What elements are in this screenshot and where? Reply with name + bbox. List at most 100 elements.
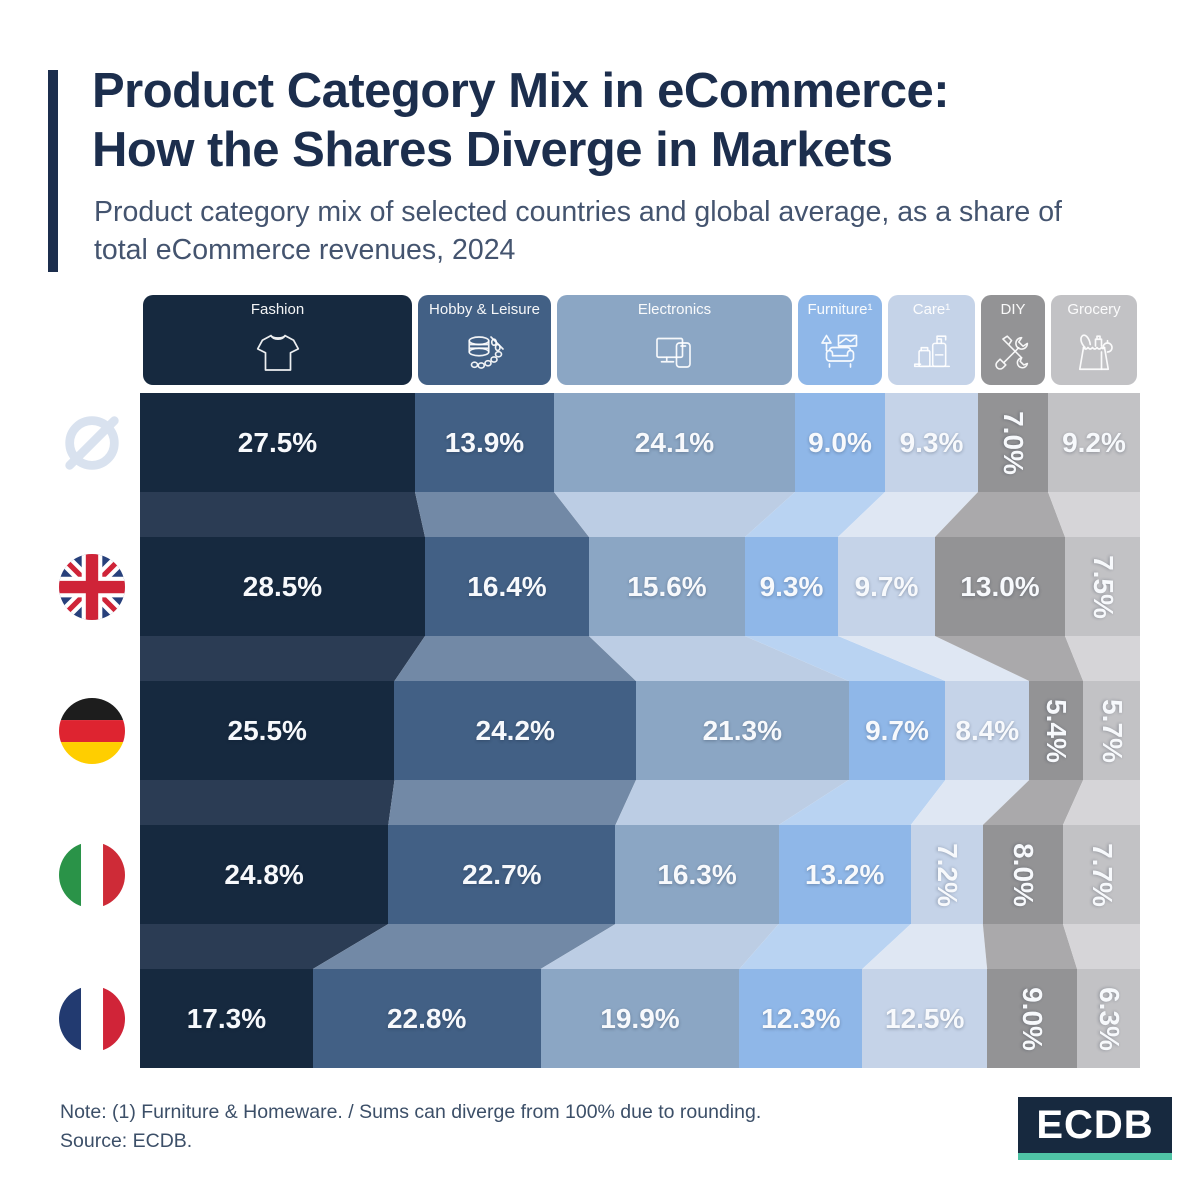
segment-global-average-fashion: 27.5% [140, 393, 415, 492]
flow-connector [394, 636, 637, 681]
footer-notes: Note: (1) Furniture & Homeware. / Sums c… [60, 1098, 960, 1157]
segment-global-average-care: 9.3% [885, 393, 978, 492]
flow-connector [739, 924, 911, 969]
column-header-label: Furniture¹ [807, 301, 873, 318]
column-header-furniture: Furniture¹ [798, 295, 882, 385]
flow-connector [415, 492, 589, 537]
segment-value-label: 24.1% [634, 426, 715, 458]
flow-connector [1048, 492, 1140, 537]
flow-connector [910, 780, 1030, 825]
france-flag-icon [59, 985, 125, 1052]
column-header-label: Fashion [250, 301, 305, 318]
segment-value-label: 9.2% [1062, 426, 1126, 458]
segment-germany-fashion: 25.5% [140, 681, 395, 780]
italy-flag-icon [59, 841, 125, 908]
segment-value-label: 13.0% [960, 570, 1040, 602]
column-header-care: Care¹ [888, 295, 975, 385]
segment-united-kingdom-electronics: 15.6% [589, 537, 745, 636]
column-header-grocery: Grocery [1051, 295, 1137, 385]
segment-value-label: 13.9% [444, 426, 525, 458]
page-title-line1: Product Category Mix in eCommerce: [92, 64, 950, 118]
segment-value-label: 12.5% [885, 1002, 965, 1034]
column-header-label: Electronics [637, 301, 712, 318]
flow-connector-band [140, 780, 1140, 825]
segment-value-label: 24.8% [224, 858, 304, 890]
segment-value-label: 7.7% [1086, 842, 1118, 907]
segment-france-hobby-leisure: 22.8% [312, 969, 541, 1068]
segment-global-average-grocery: 9.2% [1048, 393, 1140, 492]
page-title-line2: How the Shares Diverge in Markets [92, 122, 893, 177]
segment-value-label: 5.7% [1096, 698, 1128, 763]
segment-value-label: 9.3% [759, 570, 824, 602]
segment-global-average-electronics: 24.1% [554, 393, 795, 492]
segment-germany-electronics: 21.3% [636, 681, 849, 780]
segment-value-label: 9.3% [899, 426, 964, 458]
flow-connector [745, 492, 885, 537]
furniture-icon [815, 319, 865, 385]
category-header-row: Fashion Hobby & Leisure Electronics Furnitu… [140, 295, 1140, 385]
segment-value-label: 17.3% [186, 1002, 267, 1034]
segment-value-label: 7.0% [997, 410, 1029, 475]
segment-value-label: 6.3% [1093, 986, 1125, 1051]
flow-connector [935, 636, 1084, 681]
title-accent-bar [48, 70, 58, 272]
segment-italy-electronics: 16.3% [615, 825, 779, 924]
segment-value-label: 22.7% [462, 858, 542, 890]
page-subtitle: Product category mix of selected countri… [94, 196, 1062, 266]
flow-connector [589, 636, 849, 681]
flow-connector-band [140, 492, 1140, 537]
segment-value-label: 16.3% [657, 858, 737, 890]
segment-value-label: 9.0% [1017, 986, 1049, 1051]
flow-connector [862, 924, 988, 969]
segment-value-label: 25.5% [227, 714, 307, 746]
tshirt-icon [252, 319, 304, 385]
segment-germany-care: 8.4% [945, 681, 1030, 780]
flow-connector-band [140, 636, 1140, 681]
segment-italy-grocery: 7.7% [1062, 825, 1140, 924]
segment-france-furniture: 12.3% [739, 969, 863, 1068]
uk-flag-icon [59, 553, 125, 620]
segment-united-kingdom-care: 9.7% [838, 537, 935, 636]
segment-united-kingdom-grocery: 7.5% [1065, 537, 1140, 636]
segment-value-label: 15.6% [627, 570, 707, 602]
column-header-label: Hobby & Leisure [429, 301, 540, 318]
flow-connector [982, 780, 1084, 825]
segment-germany-hobby-leisure: 24.2% [394, 681, 636, 780]
segment-value-label: 8.0% [1007, 842, 1039, 907]
electronics-icon [650, 319, 700, 385]
column-header-label: Care¹ [912, 301, 951, 318]
flow-connector [140, 924, 389, 969]
flow-connector [312, 924, 616, 969]
segment-italy-diy: 8.0% [982, 825, 1063, 924]
germany-flag-icon [59, 697, 125, 764]
segment-france-grocery: 6.3% [1077, 969, 1140, 1068]
note-text: Note: (1) Furniture & Homeware. / Sums c… [60, 1101, 762, 1123]
segment-value-label: 9.0% [808, 426, 872, 458]
segment-value-label: 5.4% [1041, 698, 1073, 763]
flow-connector [935, 492, 1065, 537]
column-header-fashion: Fashion [143, 295, 412, 385]
average-symbol-icon [59, 410, 125, 476]
segment-value-label: 8.4% [955, 714, 1020, 746]
segment-germany-grocery: 5.7% [1083, 681, 1140, 780]
hobby-leisure-icon [460, 319, 510, 385]
segment-united-kingdom-diy: 13.0% [935, 537, 1065, 636]
flow-connector [615, 780, 849, 825]
column-header-hobby-leisure: Hobby & Leisure [418, 295, 551, 385]
column-header-label: DIY [1000, 301, 1026, 318]
source-text: Source: ECDB. [60, 1130, 193, 1153]
segment-value-label: 22.8% [386, 1002, 467, 1034]
segment-france-care: 12.5% [862, 969, 988, 1068]
segment-germany-furniture: 9.7% [848, 681, 946, 780]
flow-connector [838, 492, 978, 537]
grocery-icon [1070, 319, 1118, 385]
segment-france-fashion: 17.3% [140, 969, 313, 1068]
flow-connector [140, 780, 395, 825]
segment-italy-fashion: 24.8% [140, 825, 389, 924]
column-header-label: Grocery [1067, 301, 1121, 318]
segment-value-label: 7.2% [931, 842, 963, 907]
segment-italy-furniture: 13.2% [778, 825, 911, 924]
column-header-diy: DIY [981, 295, 1045, 385]
segment-global-average-furniture: 9.0% [795, 393, 885, 492]
segment-value-label: 13.2% [804, 858, 885, 890]
